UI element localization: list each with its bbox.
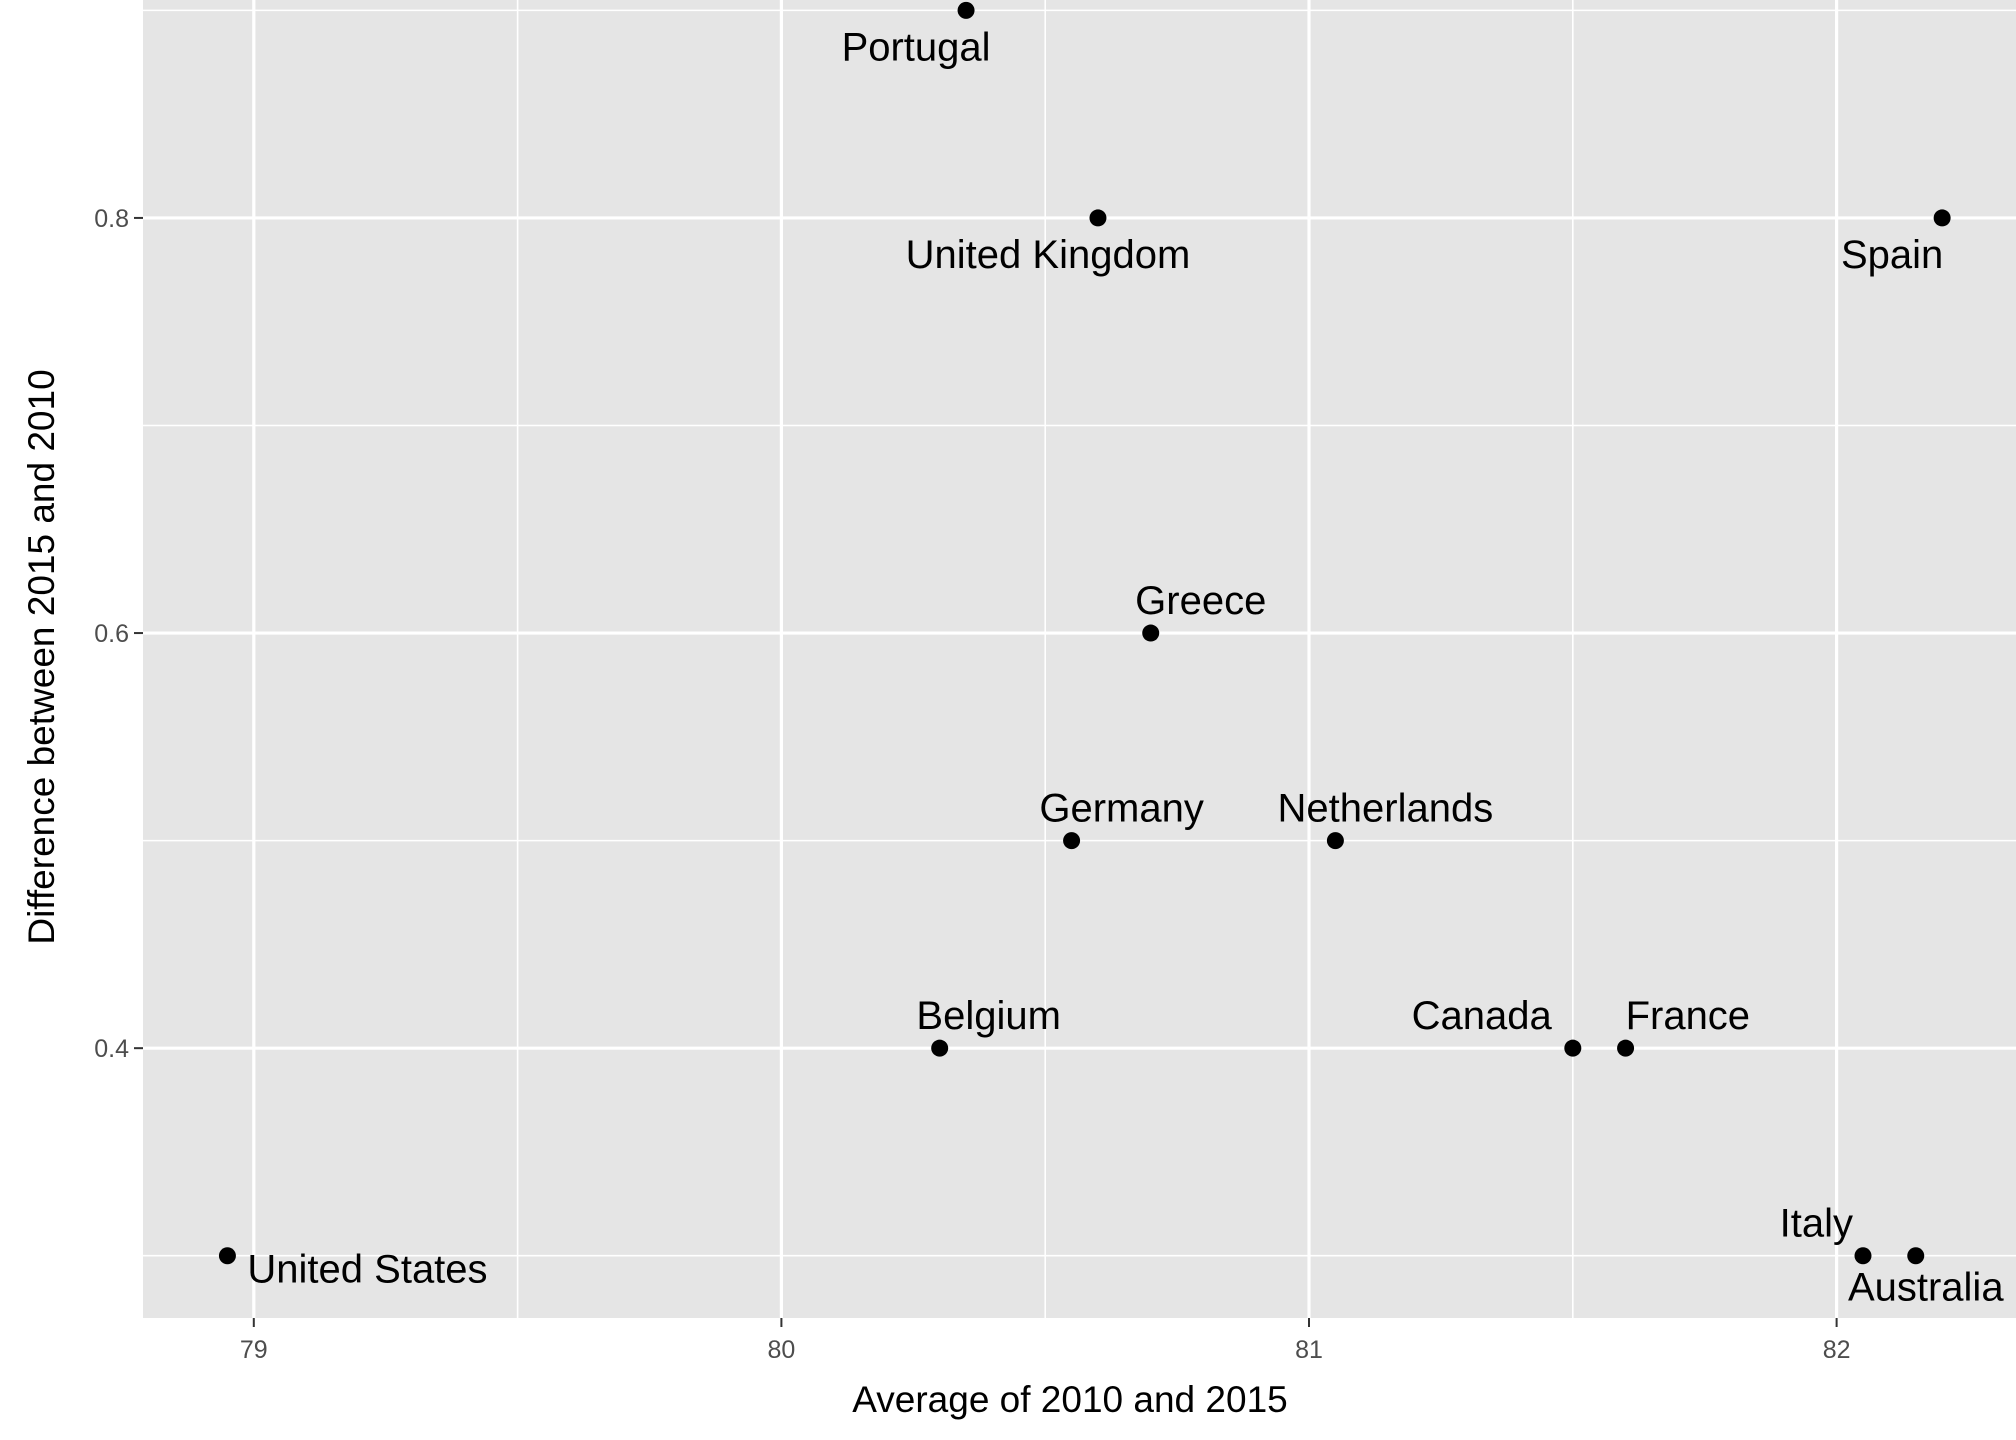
x-tick-label: 79 — [240, 1336, 268, 1364]
label-belgium: Belgium — [916, 994, 1061, 1038]
plot-panel — [143, 0, 2016, 1318]
y-tick-label: 0.8 — [94, 205, 129, 233]
label-united-kingdom: United Kingdom — [906, 233, 1191, 277]
x-tick-label: 81 — [1295, 1336, 1323, 1364]
x-axis-tick-labels: 79 80 81 82 — [240, 1336, 1851, 1364]
point-france — [1617, 1039, 1635, 1057]
label-france: France — [1626, 994, 1751, 1038]
data-points — [218, 1, 1951, 1265]
label-italy: Italy — [1780, 1202, 1853, 1246]
point-united-states — [218, 1247, 236, 1265]
y-axis-title: Difference between 2015 and 2010 — [21, 369, 62, 944]
label-australia: Australia — [1848, 1266, 2004, 1310]
point-netherlands — [1326, 832, 1344, 850]
point-belgium — [931, 1039, 949, 1057]
x-axis-title: Average of 2010 and 2015 — [852, 1379, 1287, 1420]
point-united-kingdom — [1089, 209, 1107, 227]
point-portugal — [957, 1, 975, 19]
point-italy — [1854, 1247, 1872, 1265]
point-australia — [1907, 1247, 1925, 1265]
x-tick-label: 82 — [1823, 1336, 1851, 1364]
point-spain — [1933, 209, 1951, 227]
point-canada — [1564, 1039, 1582, 1057]
y-tick-label: 0.4 — [94, 1035, 129, 1063]
y-tick-label: 0.6 — [94, 620, 129, 648]
label-netherlands: Netherlands — [1278, 787, 1494, 831]
point-germany — [1063, 832, 1081, 850]
major-gridlines — [143, 0, 2016, 1318]
label-united-states: United States — [247, 1248, 487, 1292]
axis-ticks — [134, 216, 1838, 1327]
data-point-labels: Portugal United Kingdom Spain Greece Germany… — [247, 25, 2004, 1309]
label-germany: Germany — [1039, 787, 1204, 831]
point-greece — [1142, 624, 1160, 642]
y-axis-tick-labels: 0.4 0.6 0.8 — [94, 205, 129, 1063]
label-greece: Greece — [1135, 579, 1266, 623]
x-tick-label: 80 — [767, 1336, 795, 1364]
label-portugal: Portugal — [842, 25, 991, 69]
label-spain: Spain — [1841, 233, 1943, 277]
label-canada: Canada — [1412, 994, 1553, 1038]
